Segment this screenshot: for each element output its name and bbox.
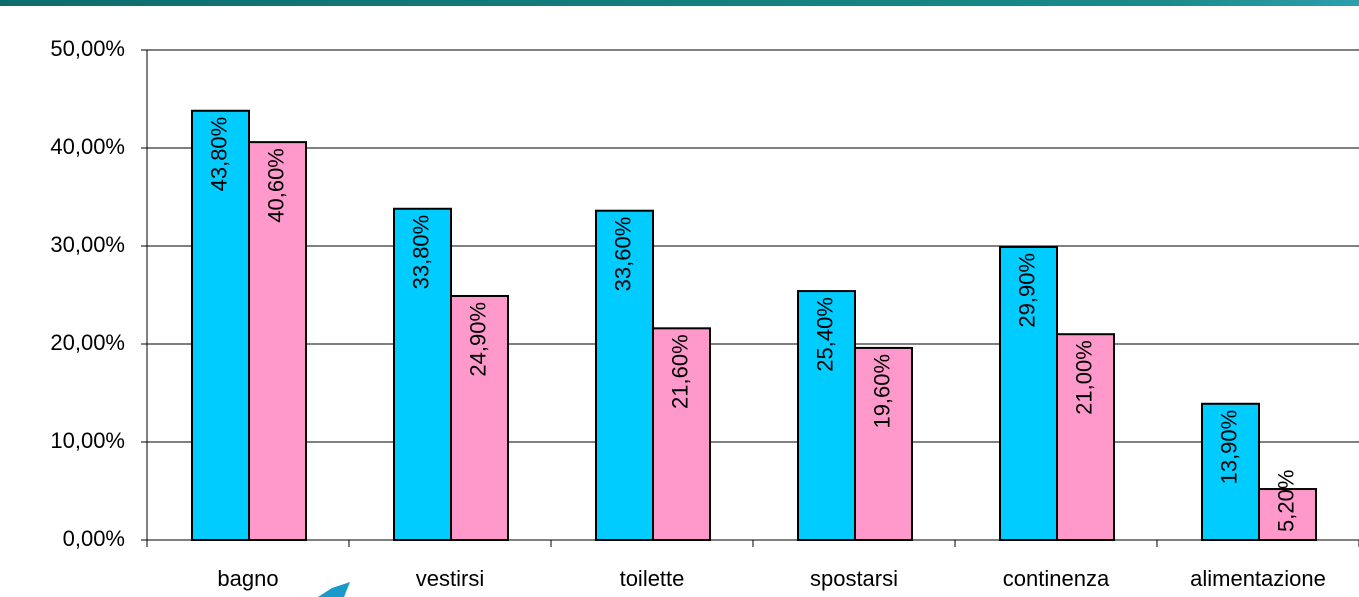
y-tick-label: 0,00% (63, 526, 125, 551)
bar (450, 294, 509, 542)
bar (1056, 333, 1115, 542)
value-label: 19,60% (869, 354, 894, 429)
value-label: 25,40% (812, 297, 837, 372)
bar (1201, 402, 1260, 541)
y-tick-label: 40,00% (50, 134, 125, 159)
value-label: 5,20% (1273, 470, 1298, 532)
bar (999, 245, 1058, 541)
bar (652, 327, 711, 541)
x-tick-label: bagno (217, 566, 278, 591)
y-tick-label: 10,00% (50, 428, 125, 453)
arrow-icon (318, 582, 350, 597)
bar (854, 346, 913, 542)
x-tick-label: spostarsi (810, 566, 898, 591)
bar (797, 290, 856, 541)
value-label: 33,80% (408, 215, 433, 290)
value-label: 33,60% (610, 217, 635, 292)
y-tick-label: 20,00% (50, 330, 125, 355)
y-tick-label: 30,00% (50, 232, 125, 257)
x-tick-label: toilette (620, 566, 685, 591)
value-label: 29,90% (1014, 253, 1039, 328)
value-label: 40,60% (263, 148, 288, 223)
bar (248, 141, 307, 541)
value-label: 43,80% (206, 117, 231, 192)
bar (595, 209, 654, 541)
bar (393, 207, 452, 541)
value-label: 21,00% (1071, 340, 1096, 415)
x-tick-label: vestirsi (416, 566, 484, 591)
bar (1258, 488, 1317, 542)
value-label: 24,90% (465, 302, 490, 377)
x-tick-label: continenza (1003, 566, 1110, 591)
x-tick-label: alimentazione (1190, 566, 1326, 591)
value-label: 21,60% (667, 334, 692, 409)
y-tick-label: 50,00% (50, 36, 125, 61)
header-stripe (0, 0, 1359, 6)
value-label: 13,90% (1216, 410, 1241, 485)
